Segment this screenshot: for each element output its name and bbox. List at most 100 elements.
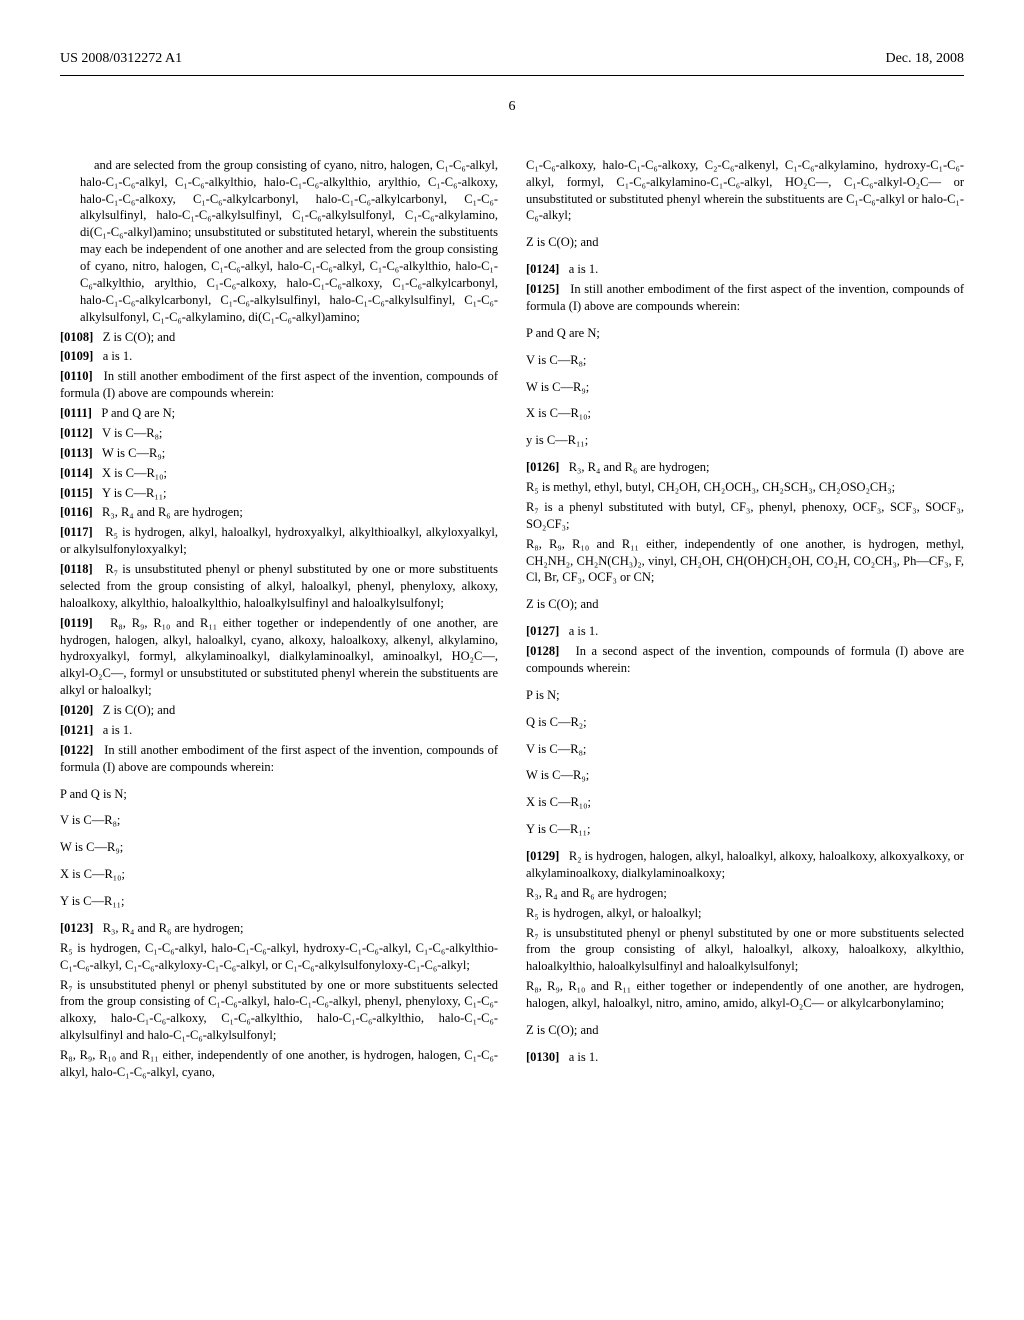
para-0114-text: X is C—R₁₀; <box>102 466 167 480</box>
para-num-0115: [0115] <box>60 486 93 500</box>
para-num-0125: [0125] <box>526 282 559 296</box>
def-x-2: X is C—R₁₀; <box>526 405 964 422</box>
page-number: 6 <box>60 98 964 117</box>
para-0117-text: R₅ is hydrogen, alkyl, haloalkyl, hydrox… <box>60 525 498 556</box>
para-0127: [0127] a is 1. <box>526 623 964 640</box>
page-header: US 2008/0312272 A1 Dec. 18, 2008 <box>60 50 964 76</box>
definition-block-1: P and Q is N; V is C—R₈; W is C—R₉; X is… <box>60 786 498 910</box>
def-pq: P and Q is N; <box>60 786 498 803</box>
def-z-3: Z is C(O); and <box>526 1022 964 1039</box>
publication-date: Dec. 18, 2008 <box>885 50 964 69</box>
para-num-0130: [0130] <box>526 1050 559 1064</box>
def-q-3: Q is C—R₂; <box>526 714 964 731</box>
def-w: W is C—R₉; <box>60 839 498 856</box>
para-0108: [0108] Z is C(O); and <box>60 329 498 346</box>
para-num-0126: [0126] <box>526 460 559 474</box>
para-num-0128: [0128] <box>526 644 559 658</box>
para-num-0118: [0118] <box>60 562 93 576</box>
def-v-3: V is C—R₈; <box>526 741 964 758</box>
para-num-0119: [0119] <box>60 616 93 630</box>
definition-block-2: P and Q are N; V is C—R₈; W is C—R₉; X i… <box>526 325 964 449</box>
para-0110-text: In still another embodiment of the first… <box>60 369 498 400</box>
def-z-2: Z is C(O); and <box>526 596 964 613</box>
def-r7-3: R₇ is unsubstituted phenyl or phenyl sub… <box>526 925 964 976</box>
def-w-2: W is C—R₉; <box>526 379 964 396</box>
para-0126-text: R₃, R₄ and R₆ are hydrogen; <box>569 460 710 474</box>
para-0124-text: a is 1. <box>569 262 599 276</box>
para-0116-text: R₃, R₄ and R₆ are hydrogen; <box>102 505 243 519</box>
para-0127-text: a is 1. <box>569 624 599 638</box>
para-0113: [0113] W is C—R₉; <box>60 445 498 462</box>
para-0112-text: V is C—R₈; <box>102 426 162 440</box>
para-0124: [0124] a is 1. <box>526 261 964 278</box>
para-0112: [0112] V is C—R₈; <box>60 425 498 442</box>
para-num-0110: [0110] <box>60 369 93 383</box>
para-0121: [0121] a is 1. <box>60 722 498 739</box>
def-v-2: V is C—R₈; <box>526 352 964 369</box>
para-num-0109: [0109] <box>60 349 93 363</box>
para-num-0114: [0114] <box>60 466 93 480</box>
para-0111: [0111] P and Q are N; <box>60 405 498 422</box>
def-y-2: y is C—R₁₁; <box>526 432 964 449</box>
two-column-layout: and are selected from the group consisti… <box>60 157 964 1084</box>
para-num-0111: [0111] <box>60 406 92 420</box>
para-num-0129: [0129] <box>526 849 559 863</box>
right-column: C₁-C₆-alkoxy, halo-C₁-C₆-alkoxy, C₂-C₆-a… <box>526 157 964 1084</box>
continuation-right: C₁-C₆-alkoxy, halo-C₁-C₆-alkoxy, C₂-C₆-a… <box>526 157 964 225</box>
para-0130: [0130] a is 1. <box>526 1049 964 1066</box>
para-0115-text: Y is C—R₁₁; <box>102 486 167 500</box>
para-num-0121: [0121] <box>60 723 93 737</box>
def-r5-2: R₅ is methyl, ethyl, butyl, CH₂OH, CH₂OC… <box>526 479 964 496</box>
para-num-0120: [0120] <box>60 703 93 717</box>
para-num-0116: [0116] <box>60 505 93 519</box>
para-0122: [0122] In still another embodiment of th… <box>60 742 498 776</box>
def-r7: R₇ is unsubstituted phenyl or phenyl sub… <box>60 977 498 1045</box>
para-0125-text: In still another embodiment of the first… <box>526 282 964 313</box>
para-0113-text: W is C—R₉; <box>102 446 165 460</box>
def-p-3: P is N; <box>526 687 964 704</box>
def-r5-3: R₅ is hydrogen, alkyl, or haloalkyl; <box>526 905 964 922</box>
para-num-0113: [0113] <box>60 446 93 460</box>
para-0109: [0109] a is 1. <box>60 348 498 365</box>
continuation-text: and are selected from the group consisti… <box>60 157 498 326</box>
para-0129: [0129] R₂ is hydrogen, halogen, alkyl, h… <box>526 848 964 882</box>
para-0116: [0116] R₃, R₄ and R₆ are hydrogen; <box>60 504 498 521</box>
def-w-3: W is C—R₉; <box>526 767 964 784</box>
para-num-0108: [0108] <box>60 330 93 344</box>
def-z-1: Z is C(O); and <box>526 234 964 251</box>
para-num-0123: [0123] <box>60 921 93 935</box>
definition-block-3: P is N; Q is C—R₂; V is C—R₈; W is C—R₉;… <box>526 687 964 838</box>
para-0130-text: a is 1. <box>569 1050 599 1064</box>
para-num-0124: [0124] <box>526 262 559 276</box>
def-x-3: X is C—R₁₀; <box>526 794 964 811</box>
def-y-3: Y is C—R₁₁; <box>526 821 964 838</box>
def-r5: R₅ is hydrogen, C₁-C₆-alkyl, halo-C₁-C₆-… <box>60 940 498 974</box>
para-0121-text: a is 1. <box>103 723 133 737</box>
para-0120-text: Z is C(O); and <box>103 703 176 717</box>
def-v: V is C—R₈; <box>60 812 498 829</box>
publication-number: US 2008/0312272 A1 <box>60 50 182 69</box>
left-column: and are selected from the group consisti… <box>60 157 498 1084</box>
para-num-0122: [0122] <box>60 743 93 757</box>
para-0110: [0110] In still another embodiment of th… <box>60 368 498 402</box>
para-0125: [0125] In still another embodiment of th… <box>526 281 964 315</box>
para-0119-text: R₈, R₉, R₁₀ and R₁₁ either together or i… <box>60 616 498 698</box>
para-0108-text: Z is C(O); and <box>103 330 176 344</box>
para-num-0117: [0117] <box>60 525 93 539</box>
para-0123: [0123] R₃, R₄ and R₆ are hydrogen; <box>60 920 498 937</box>
def-r8-11: R₈, R₉, R₁₀ and R₁₁ either, independentl… <box>60 1047 498 1081</box>
def-r8-11-3: R₈, R₉, R₁₀ and R₁₁ either together or i… <box>526 978 964 1012</box>
def-x: X is C—R₁₀; <box>60 866 498 883</box>
para-num-0112: [0112] <box>60 426 93 440</box>
para-0117: [0117] R₅ is hydrogen, alkyl, haloalkyl,… <box>60 524 498 558</box>
para-0115: [0115] Y is C—R₁₁; <box>60 485 498 502</box>
para-0120: [0120] Z is C(O); and <box>60 702 498 719</box>
para-0114: [0114] X is C—R₁₀; <box>60 465 498 482</box>
def-r7-2: R₇ is a phenyl substituted with butyl, C… <box>526 499 964 533</box>
para-0122-text: In still another embodiment of the first… <box>60 743 498 774</box>
para-0123-text: R₃, R₄ and R₆ are hydrogen; <box>103 921 244 935</box>
para-0119: [0119] R₈, R₉, R₁₀ and R₁₁ either togeth… <box>60 615 498 699</box>
para-0129-text: R₂ is hydrogen, halogen, alkyl, haloalky… <box>526 849 964 880</box>
para-0118: [0118] R₇ is unsubstituted phenyl or phe… <box>60 561 498 612</box>
def-y: Y is C—R₁₁; <box>60 893 498 910</box>
